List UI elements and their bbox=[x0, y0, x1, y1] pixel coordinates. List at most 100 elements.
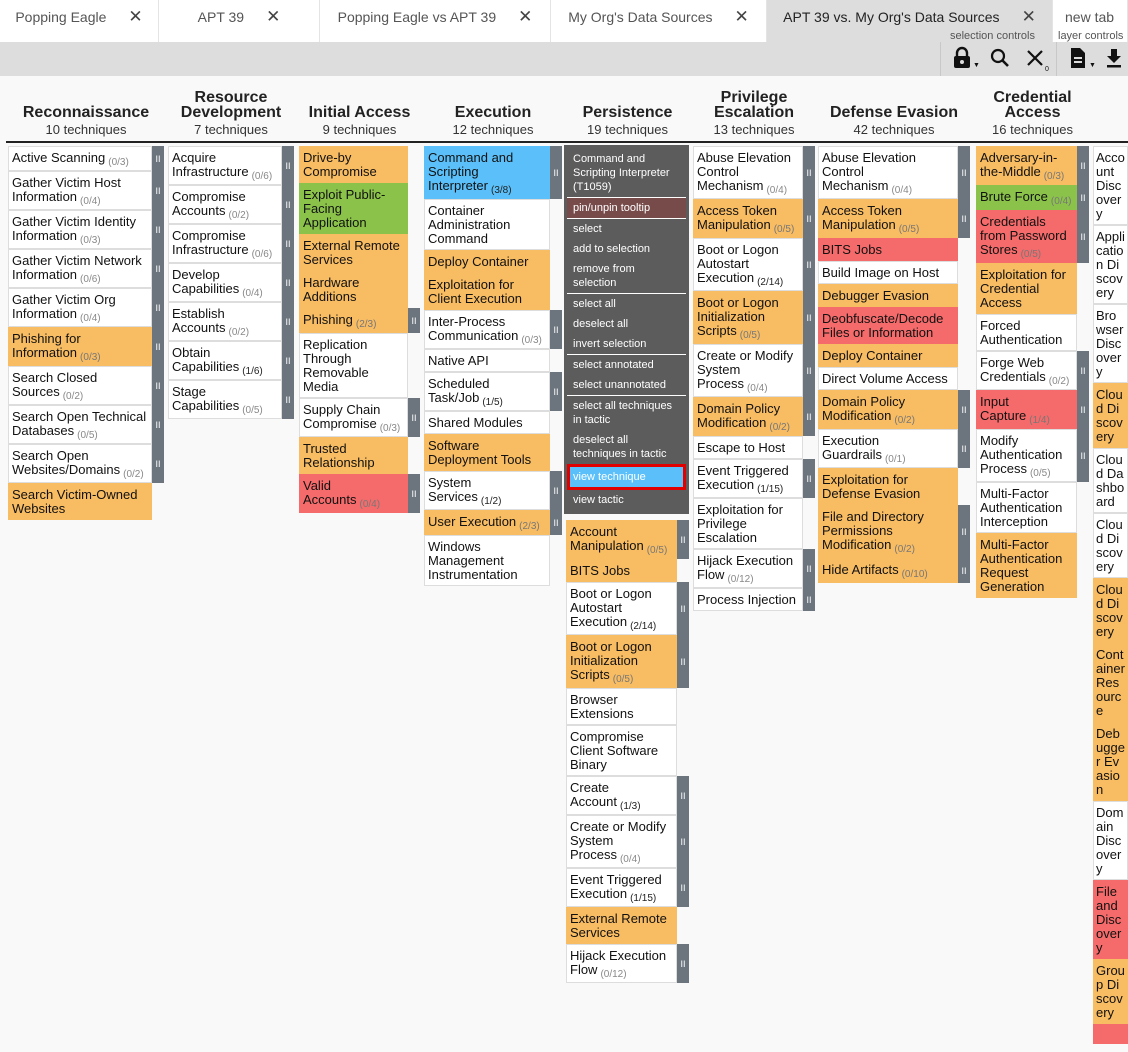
close-tab-icon[interactable]: ✕ bbox=[1021, 7, 1036, 26]
technique-cell[interactable]: Modify Authentication Process (0/5) bbox=[976, 429, 1077, 482]
technique-cell[interactable]: Hijack Execution Flow (0/12) bbox=[566, 944, 677, 983]
technique-cell[interactable]: Search Closed Sources (0/2) bbox=[8, 366, 152, 405]
technique-cell[interactable]: Build Image on Host bbox=[818, 261, 958, 284]
technique-cell[interactable]: Boot or Logon Autostart Execution (2/14) bbox=[693, 238, 803, 291]
technique-cell[interactable]: File and Discovery bbox=[1093, 880, 1128, 959]
expand-subtechniques-handle[interactable]: II bbox=[152, 288, 164, 327]
expand-subtechniques-handle[interactable]: II bbox=[282, 146, 294, 185]
technique-cell[interactable]: Windows Management Instrumentation bbox=[424, 535, 550, 586]
technique-cell[interactable]: Active Scanning (0/3) bbox=[8, 146, 152, 171]
technique-cell[interactable]: Application Discovery bbox=[1093, 225, 1128, 304]
expand-subtechniques-handle[interactable]: II bbox=[152, 366, 164, 405]
menu-item-invert-selection[interactable]: invert selection bbox=[567, 334, 686, 355]
technique-cell[interactable]: User Execution (2/3) bbox=[424, 510, 550, 535]
expand-subtechniques-handle[interactable]: II bbox=[803, 549, 815, 588]
expand-subtechniques-handle[interactable]: II bbox=[803, 291, 815, 344]
technique-cell[interactable]: Brute Force (0/4) bbox=[976, 185, 1077, 210]
technique-cell[interactable]: Search Open Websites/Domains (0/2) bbox=[8, 444, 152, 483]
expand-subtechniques-handle[interactable]: II bbox=[152, 210, 164, 249]
technique-cell[interactable]: Scheduled Task/Job (1/5) bbox=[424, 372, 550, 411]
technique-cell[interactable]: Gather Victim Identity Information (0/3) bbox=[8, 210, 152, 249]
expand-subtechniques-handle[interactable]: II bbox=[803, 397, 815, 436]
technique-cell[interactable]: Phishing for Information (0/3) bbox=[8, 327, 152, 366]
expand-subtechniques-handle[interactable]: II bbox=[677, 944, 689, 983]
expand-subtechniques-handle[interactable]: II bbox=[550, 471, 562, 510]
expand-subtechniques-handle[interactable]: II bbox=[677, 776, 689, 815]
technique-cell[interactable]: Establish Accounts (0/2) bbox=[168, 302, 282, 341]
expand-subtechniques-handle[interactable]: II bbox=[282, 380, 294, 419]
tab[interactable]: APT 39 ✕ bbox=[159, 0, 320, 42]
expand-subtechniques-handle[interactable]: II bbox=[958, 390, 970, 429]
technique-cell[interactable]: Exploitation for Client Execution bbox=[424, 273, 550, 310]
expand-subtechniques-handle[interactable]: II bbox=[803, 199, 815, 238]
technique-cell[interactable]: Create Account (1/3) bbox=[566, 776, 677, 815]
technique-cell[interactable]: Compromise Infrastructure (0/6) bbox=[168, 224, 282, 263]
tactic-header[interactable]: Reconnaissance 10 techniques bbox=[6, 88, 166, 138]
technique-cell[interactable]: Cloud Discovery bbox=[1093, 578, 1128, 643]
technique-cell[interactable]: Abuse Elevation Control Mechanism (0/4) bbox=[818, 146, 958, 199]
expand-subtechniques-handle[interactable]: II bbox=[958, 199, 970, 238]
technique-cell[interactable]: Deploy Container bbox=[424, 250, 550, 273]
technique-cell[interactable]: BITS Jobs bbox=[818, 238, 958, 261]
technique-cell[interactable]: Gather Victim Network Information (0/6) bbox=[8, 249, 152, 288]
expand-subtechniques-handle[interactable]: II bbox=[550, 372, 562, 411]
expand-subtechniques-handle[interactable]: II bbox=[1077, 390, 1089, 429]
expand-subtechniques-handle[interactable]: II bbox=[803, 344, 815, 397]
expand-subtechniques-handle[interactable]: II bbox=[282, 302, 294, 341]
technique-cell[interactable]: Domain Discovery bbox=[1093, 801, 1128, 880]
technique-cell[interactable]: Escape to Host bbox=[693, 436, 803, 459]
expand-subtechniques-handle[interactable]: II bbox=[282, 263, 294, 302]
technique-cell[interactable]: Create or Modify System Process (0/4) bbox=[566, 815, 677, 868]
technique-cell[interactable]: Browser Discovery bbox=[1093, 304, 1128, 383]
technique-cell[interactable]: Trusted Relationship bbox=[299, 437, 408, 474]
expand-subtechniques-handle[interactable]: II bbox=[677, 520, 689, 559]
tactic-header[interactable]: Initial Access 9 techniques bbox=[297, 88, 422, 138]
technique-cell[interactable]: Hijack Execution Flow (0/12) bbox=[693, 549, 803, 588]
technique-cell[interactable]: Account Manipulation (0/5) bbox=[566, 520, 677, 559]
tactic-header[interactable]: Execution 12 techniques bbox=[422, 88, 564, 138]
technique-cell[interactable]: Gather Victim Org Information (0/4) bbox=[8, 288, 152, 327]
technique-cell[interactable]: Compromise Client Software Binary bbox=[566, 725, 677, 776]
tactic-header[interactable]: Credential Access 16 techniques bbox=[974, 88, 1091, 138]
technique-cell[interactable]: Domain Policy Modification (0/2) bbox=[693, 397, 803, 436]
expand-subtechniques-handle[interactable]: II bbox=[1077, 146, 1089, 185]
menu-item-select-annotated[interactable]: select annotated bbox=[573, 359, 654, 371]
technique-cell[interactable] bbox=[1093, 1024, 1128, 1044]
technique-cell[interactable]: Execution Guardrails (0/1) bbox=[818, 429, 958, 468]
technique-cell[interactable]: Abuse Elevation Control Mechanism (0/4) bbox=[693, 146, 803, 199]
menu-item-remove-from-selection[interactable]: remove from selection bbox=[567, 259, 686, 294]
expand-subtechniques-handle[interactable]: II bbox=[958, 429, 970, 468]
technique-cell[interactable]: Deobfuscate/Decode Files or Information bbox=[818, 307, 958, 344]
expand-subtechniques-handle[interactable]: II bbox=[550, 510, 562, 535]
expand-subtechniques-handle[interactable]: II bbox=[550, 146, 562, 199]
expand-subtechniques-handle[interactable]: II bbox=[677, 582, 689, 635]
technique-cell[interactable]: Credentials from Password Stores (0/5) bbox=[976, 210, 1077, 263]
technique-cell[interactable]: Forge Web Credentials (0/2) bbox=[976, 351, 1077, 390]
lock-icon[interactable] bbox=[950, 46, 974, 76]
expand-subtechniques-handle[interactable]: II bbox=[408, 308, 420, 333]
tab[interactable]: My Org's Data Sources ✕ bbox=[551, 0, 767, 42]
expand-subtechniques-handle[interactable]: II bbox=[958, 558, 970, 583]
expand-subtechniques-handle[interactable]: II bbox=[1077, 429, 1089, 482]
technique-cell[interactable]: Create or Modify System Process (0/4) bbox=[693, 344, 803, 397]
technique-cell[interactable]: Multi-Factor Authentication Interception bbox=[976, 482, 1077, 533]
technique-cell[interactable]: Obtain Capabilities (1/6) bbox=[168, 341, 282, 380]
expand-subtechniques-handle[interactable]: II bbox=[1077, 210, 1089, 263]
technique-cell[interactable]: Event Triggered Execution (1/15) bbox=[566, 868, 677, 907]
expand-subtechniques-handle[interactable]: II bbox=[1077, 185, 1089, 210]
close-tab-icon[interactable]: ✕ bbox=[128, 7, 143, 26]
technique-cell[interactable]: Exploitation for Defense Evasion bbox=[818, 468, 958, 505]
technique-cell[interactable]: Event Triggered Execution (1/15) bbox=[693, 459, 803, 498]
expand-subtechniques-handle[interactable]: II bbox=[152, 249, 164, 288]
technique-cell[interactable]: Access Token Manipulation (0/5) bbox=[818, 199, 958, 238]
tab[interactable]: Popping Eagle vs APT 39 ✕ bbox=[320, 0, 551, 42]
menu-item-pin-tooltip[interactable]: pin/unpin tooltip bbox=[567, 198, 686, 219]
technique-cell[interactable]: Acquire Infrastructure (0/6) bbox=[168, 146, 282, 185]
tactic-header[interactable]: Resource Development 7 techniques bbox=[166, 88, 296, 138]
technique-cell[interactable]: External Remote Services bbox=[566, 907, 677, 944]
technique-cell[interactable]: Gather Victim Host Information (0/4) bbox=[8, 171, 152, 210]
menu-item-select-all[interactable]: select all bbox=[573, 298, 616, 310]
menu-item-add-to-selection[interactable]: add to selection bbox=[573, 243, 651, 255]
expand-subtechniques-handle[interactable]: II bbox=[408, 474, 420, 513]
expand-subtechniques-handle[interactable]: II bbox=[1077, 351, 1089, 390]
